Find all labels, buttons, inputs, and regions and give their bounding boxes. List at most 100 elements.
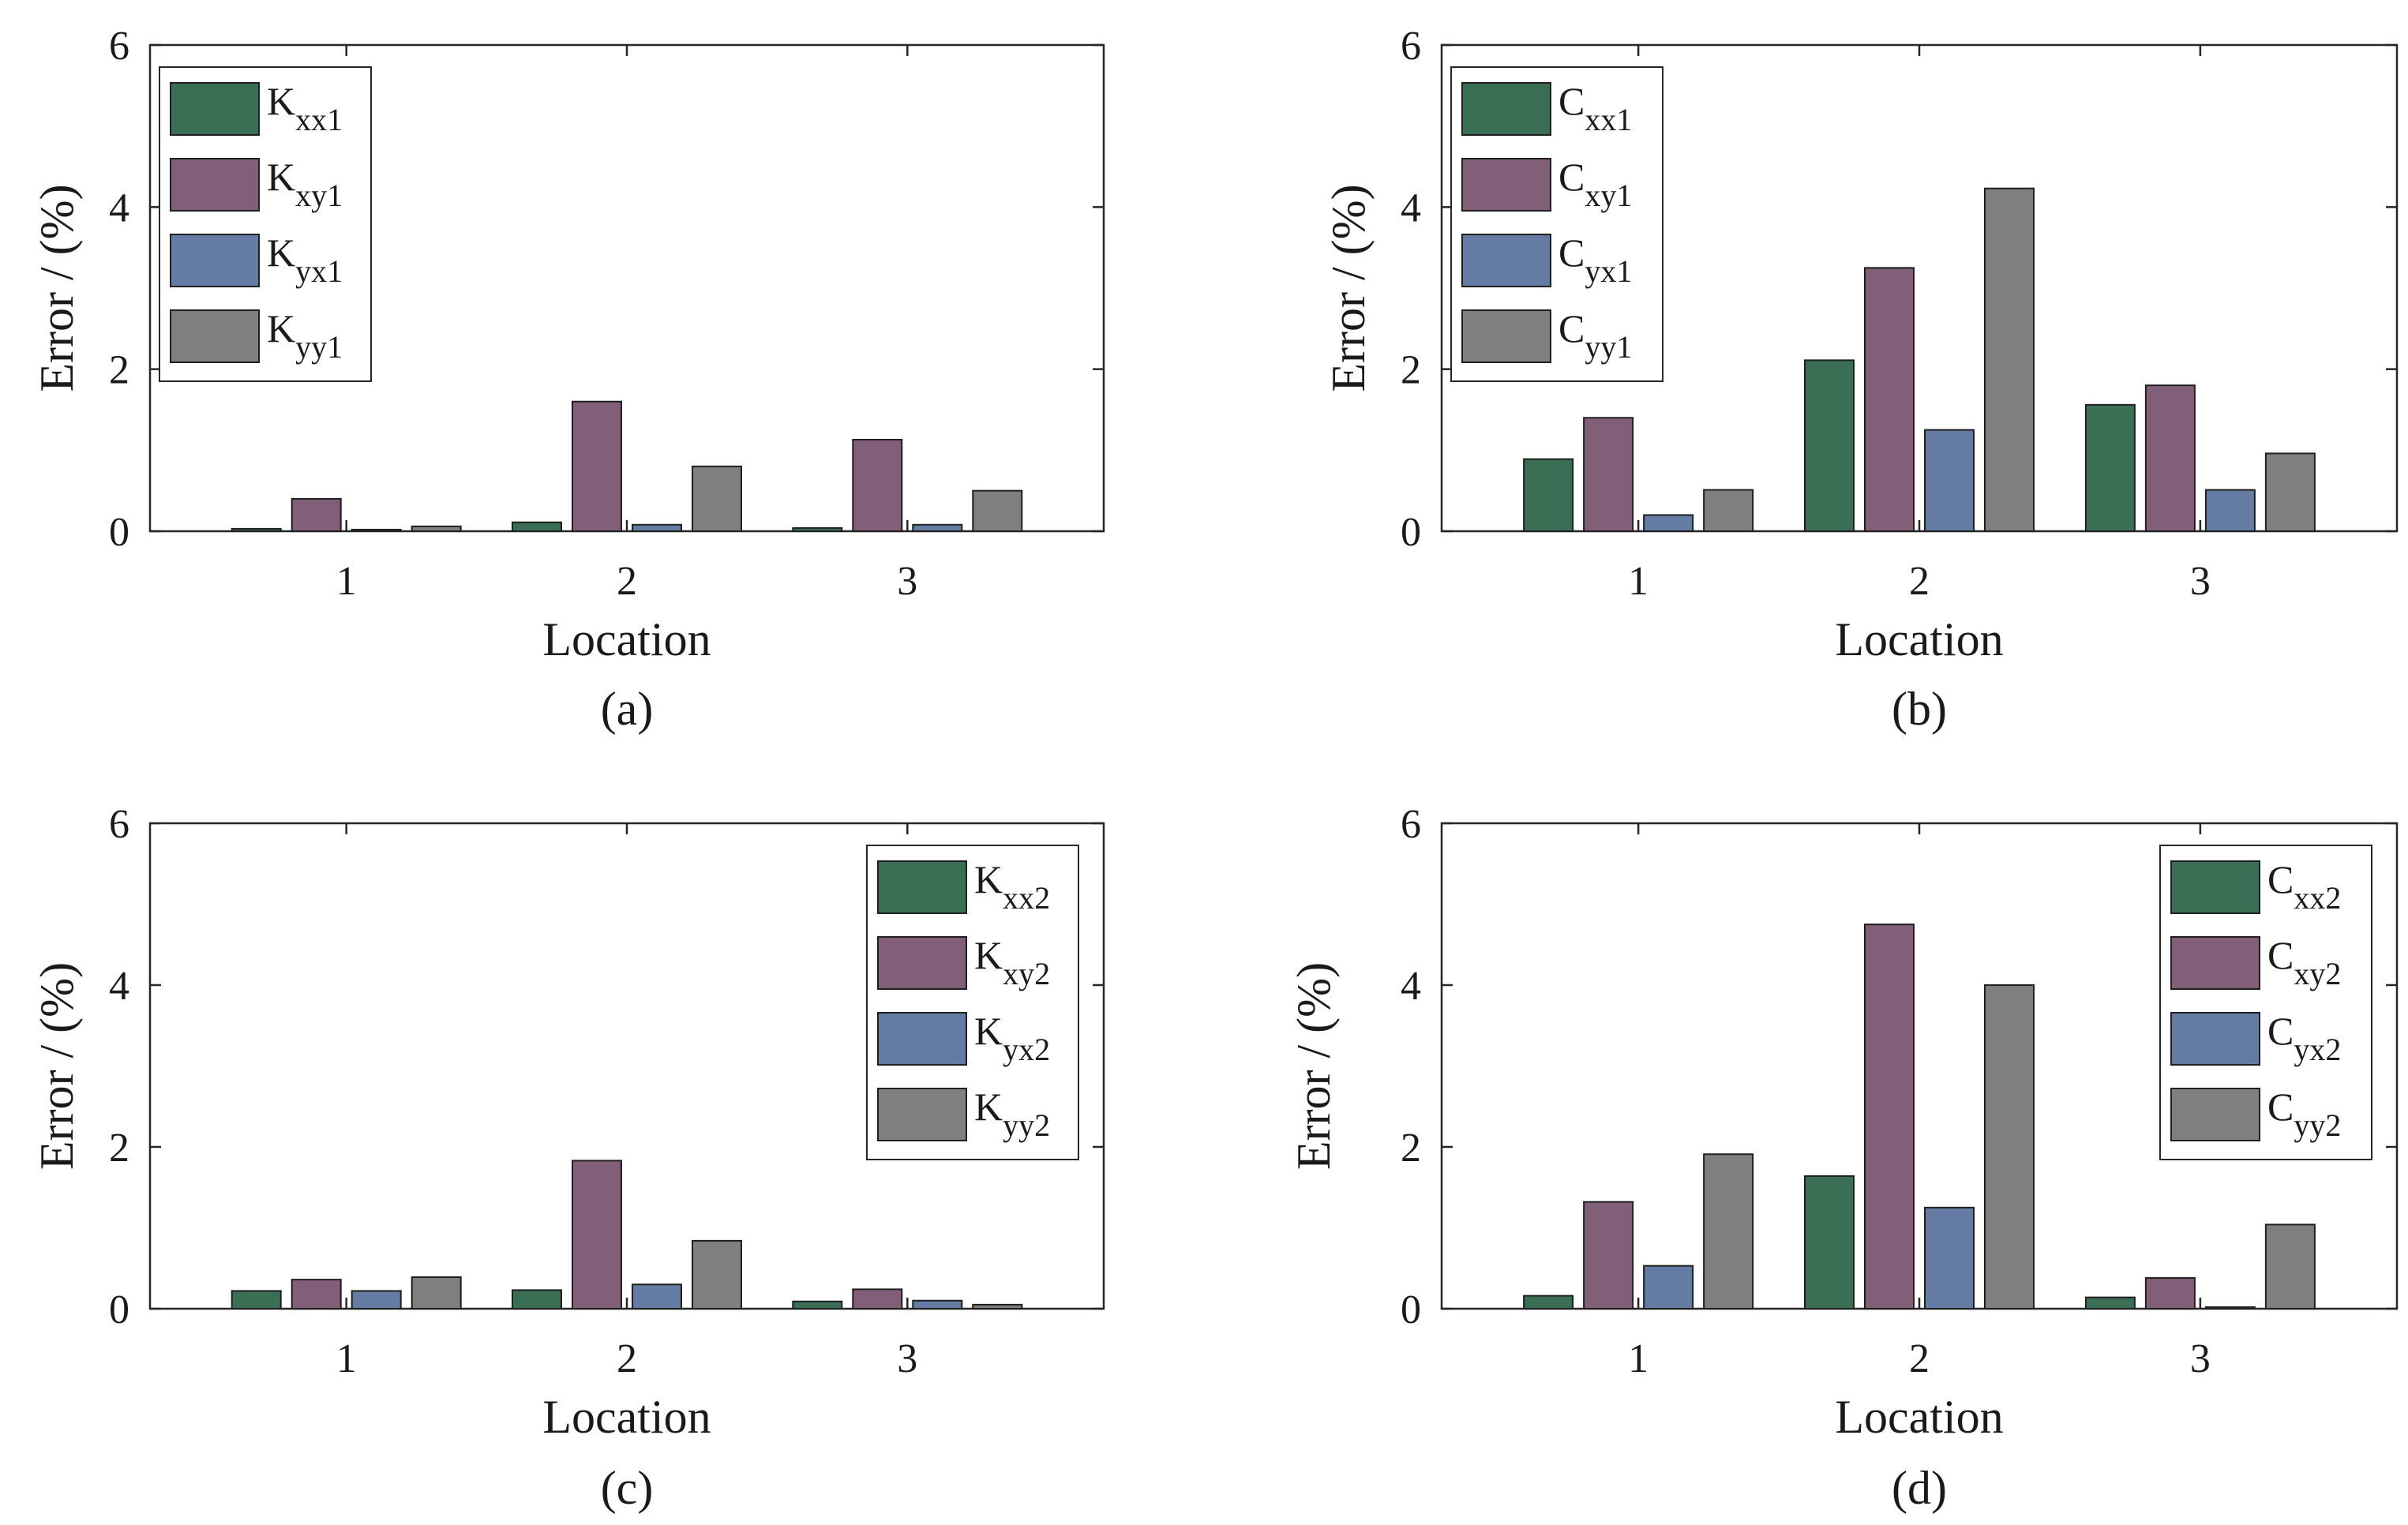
legend-label-main: C [1558, 155, 1585, 199]
bar-c-yx1-loc-3 [2204, 489, 2256, 533]
bar-k-yy1-loc-2 [692, 465, 742, 532]
legend-label-sub: yy2 [1003, 1107, 1050, 1143]
legend-label-sub: xx1 [295, 102, 343, 137]
legend-label-main: K [974, 857, 1003, 901]
panel-caption: (a) [601, 683, 654, 735]
y-axis-label: Error / (%) [1322, 184, 1375, 392]
legend-swatch [877, 936, 967, 990]
legend-label-main: K [974, 1009, 1003, 1053]
legend-label-main: K [267, 79, 295, 123]
legend-swatch [1461, 309, 1551, 363]
legend-label: Cxx2 [2267, 857, 2341, 916]
legend-label-sub: xy2 [2294, 956, 2341, 991]
bar-k-yy2-loc-3 [972, 1303, 1023, 1310]
legend-swatch [2170, 1088, 2260, 1141]
bar-c-xy2-loc-2 [1864, 924, 1915, 1310]
bar-k-xx2-loc-2 [512, 1289, 562, 1310]
bar-k-yx2-loc-2 [632, 1283, 682, 1310]
legend-label: Kxy1 [267, 155, 343, 213]
bar-c-yy1-loc-3 [2264, 452, 2316, 532]
y-tick-label: 6 [1401, 802, 1421, 847]
bar-k-yx2-loc-1 [351, 1290, 402, 1310]
bar-k-yy2-loc-1 [411, 1276, 462, 1310]
legend-label: Kxx1 [267, 79, 343, 137]
x-axis-label: Location [1835, 1391, 2003, 1443]
y-tick-label: 4 [1401, 964, 1421, 1009]
legend-label: Cxx1 [1558, 79, 1632, 137]
legend-label-main: K [974, 1085, 1003, 1129]
legend-label-sub: xx2 [1003, 880, 1050, 916]
y-tick-label: 6 [1401, 24, 1421, 69]
bar-k-xy1-loc-1 [291, 497, 342, 533]
x-tick-label: 1 [336, 1336, 357, 1381]
bar-c-yx1-loc-1 [1643, 514, 1694, 533]
bar-c-yx2-loc-3 [2204, 1306, 2256, 1310]
legend-label: Cxy2 [2267, 933, 2341, 991]
legend-swatch [170, 158, 260, 212]
bar-c-xy1-loc-3 [2144, 384, 2196, 533]
y-tick-label: 6 [109, 802, 129, 847]
bar-k-xx1-loc-1 [231, 527, 282, 532]
bar-k-xx2-loc-3 [792, 1300, 843, 1310]
legend-label-sub: yx1 [295, 253, 343, 289]
bar-k-yx1-loc-3 [912, 523, 963, 533]
bar-c-xx1-loc-3 [2084, 403, 2136, 533]
x-tick-label: 2 [1909, 559, 1930, 604]
x-tick-label: 3 [2190, 559, 2211, 604]
legend-label: Kyx1 [267, 230, 343, 289]
bar-c-xy2-loc-1 [1583, 1201, 1634, 1310]
y-tick-label: 0 [109, 510, 129, 555]
legend-swatch [2170, 936, 2260, 990]
x-tick-label: 1 [1628, 1336, 1648, 1381]
legend-label-sub: yy1 [1585, 329, 1632, 365]
bar-k-xx1-loc-3 [792, 526, 843, 532]
legend-swatch [877, 1088, 967, 1141]
legend-label-main: C [2267, 1085, 2294, 1129]
legend-swatch [170, 309, 260, 363]
bar-k-xy1-loc-2 [572, 400, 622, 532]
legend-label: Cyx2 [2267, 1009, 2341, 1067]
legend-label: Kyy1 [267, 306, 343, 365]
y-tick-label: 2 [1401, 1126, 1421, 1171]
legend-label-main: K [267, 155, 295, 199]
x-tick-label: 2 [617, 559, 637, 604]
bar-c-xx1-loc-1 [1523, 458, 1574, 532]
y-tick-label: 2 [109, 1126, 129, 1171]
y-tick-label: 2 [1401, 348, 1421, 393]
bar-c-xy1-loc-2 [1864, 267, 1915, 532]
legend-label: Cyy1 [1558, 306, 1632, 365]
bar-c-yx2-loc-1 [1643, 1265, 1694, 1310]
x-tick-label: 2 [1909, 1336, 1930, 1381]
legend-label-sub: yy1 [295, 329, 343, 365]
x-tick-label: 1 [1628, 559, 1648, 604]
bar-k-yy1-loc-3 [972, 489, 1023, 533]
legend-label-main: K [267, 306, 295, 350]
x-tick-label: 3 [897, 1336, 917, 1381]
bar-c-yy1-loc-2 [1984, 187, 2035, 532]
legend-swatch [2170, 1012, 2260, 1066]
bar-k-xy1-loc-3 [852, 438, 903, 533]
y-tick-label: 2 [109, 348, 129, 393]
legend-label: Kxx2 [974, 857, 1050, 916]
legend-label-sub: yx2 [2294, 1032, 2341, 1067]
y-axis-label: Error / (%) [31, 184, 83, 392]
legend-swatch [877, 860, 967, 914]
legend-label-sub: yx2 [1003, 1032, 1050, 1067]
bar-c-xx2-loc-3 [2084, 1296, 2136, 1310]
legend-swatch [170, 82, 260, 136]
x-axis-label: Location [1835, 613, 2003, 665]
bar-k-xy2-loc-1 [291, 1279, 342, 1310]
x-tick-label: 3 [897, 559, 917, 604]
bar-c-xx2-loc-1 [1523, 1295, 1574, 1310]
legend-label-sub: xy2 [1003, 956, 1050, 991]
y-tick-label: 0 [1401, 510, 1421, 555]
legend-label-main: C [2267, 1009, 2294, 1053]
bar-k-xy2-loc-3 [852, 1288, 903, 1310]
